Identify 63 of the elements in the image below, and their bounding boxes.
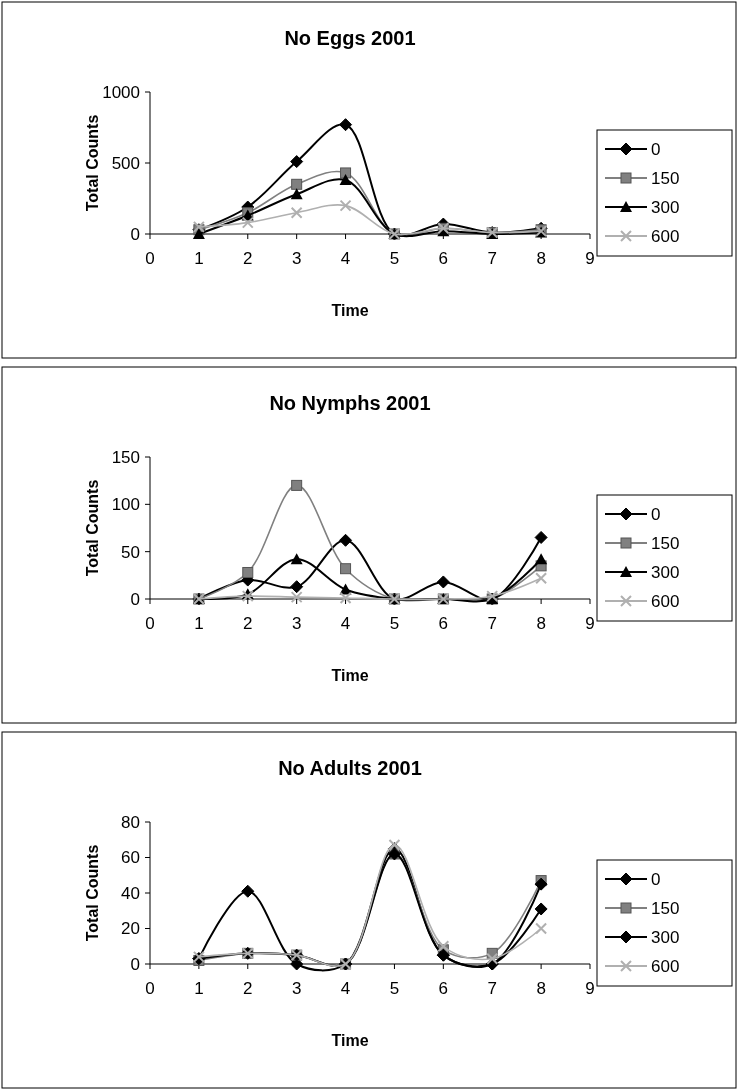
y-tick-label: 1000 bbox=[102, 82, 140, 102]
x-tick-label: 9 bbox=[585, 249, 595, 268]
y-tick-label: 0 bbox=[130, 224, 140, 244]
x-tick-label: 9 bbox=[585, 979, 595, 998]
x-tick-label: 8 bbox=[536, 614, 546, 633]
y-tick-label: 40 bbox=[121, 883, 140, 903]
legend-label: 600 bbox=[651, 226, 680, 246]
x-tick-label: 2 bbox=[243, 249, 253, 268]
x-tick-label: 2 bbox=[243, 979, 253, 998]
legend-label: 0 bbox=[651, 504, 661, 524]
legend-label: 300 bbox=[651, 197, 680, 217]
chart-title: No Eggs 2001 bbox=[284, 27, 416, 49]
x-tick-label: 1 bbox=[194, 979, 204, 998]
x-tick-label: 6 bbox=[438, 614, 449, 633]
x-axis-title: Time bbox=[331, 1032, 369, 1049]
x-tick-label: 7 bbox=[487, 614, 497, 633]
x-tick-label: 5 bbox=[389, 979, 400, 998]
legend-label: 0 bbox=[651, 139, 661, 159]
chart-title: No Nymphs 2001 bbox=[269, 392, 431, 414]
y-axis-title: Total Counts bbox=[84, 844, 101, 942]
y-tick-label: 500 bbox=[111, 153, 140, 173]
x-tick-label: 9 bbox=[585, 614, 595, 633]
legend-label: 0 bbox=[651, 869, 661, 889]
x-tick-label: 2 bbox=[243, 614, 253, 633]
x-tick-label: 1 bbox=[194, 249, 204, 268]
x-tick-label: 4 bbox=[340, 249, 351, 268]
x-tick-label: 7 bbox=[487, 979, 497, 998]
y-tick-label: 0 bbox=[130, 589, 140, 609]
x-tick-label: 0 bbox=[145, 979, 155, 998]
legend-label: 150 bbox=[651, 168, 680, 188]
legend-label: 150 bbox=[651, 898, 680, 918]
x-tick-label: 6 bbox=[438, 249, 449, 268]
x-tick-label: 5 bbox=[389, 249, 400, 268]
x-axis-title: Time bbox=[331, 667, 369, 684]
legend-label: 600 bbox=[651, 591, 680, 611]
x-tick-label: 5 bbox=[389, 614, 400, 633]
x-tick-label: 3 bbox=[291, 249, 302, 268]
legend-label: 600 bbox=[651, 956, 680, 976]
legend-label: 150 bbox=[651, 533, 680, 553]
x-tick-label: 6 bbox=[438, 979, 449, 998]
x-tick-label: 1 bbox=[194, 614, 204, 633]
x-tick-label: 3 bbox=[291, 979, 302, 998]
y-tick-label: 0 bbox=[130, 954, 140, 974]
y-tick-label: 60 bbox=[121, 848, 140, 868]
x-tick-label: 0 bbox=[145, 614, 155, 633]
legend-label: 300 bbox=[651, 927, 680, 947]
y-tick-label: 50 bbox=[121, 542, 140, 562]
x-tick-label: 0 bbox=[145, 249, 155, 268]
y-axis-title: Total Counts bbox=[84, 114, 101, 212]
chart-title: No Adults 2001 bbox=[278, 757, 422, 779]
y-tick-label: 100 bbox=[111, 495, 140, 515]
x-tick-label: 3 bbox=[291, 614, 302, 633]
x-tick-label: 8 bbox=[536, 249, 546, 268]
y-axis-title: Total Counts bbox=[84, 479, 101, 577]
y-tick-label: 150 bbox=[111, 447, 140, 467]
x-tick-label: 8 bbox=[536, 979, 546, 998]
x-tick-label: 7 bbox=[487, 249, 497, 268]
legend-label: 300 bbox=[651, 562, 680, 582]
x-tick-label: 4 bbox=[340, 979, 351, 998]
x-axis-title: Time bbox=[331, 302, 369, 319]
y-tick-label: 80 bbox=[121, 812, 140, 832]
y-tick-label: 20 bbox=[121, 919, 140, 939]
x-tick-label: 4 bbox=[340, 614, 351, 633]
